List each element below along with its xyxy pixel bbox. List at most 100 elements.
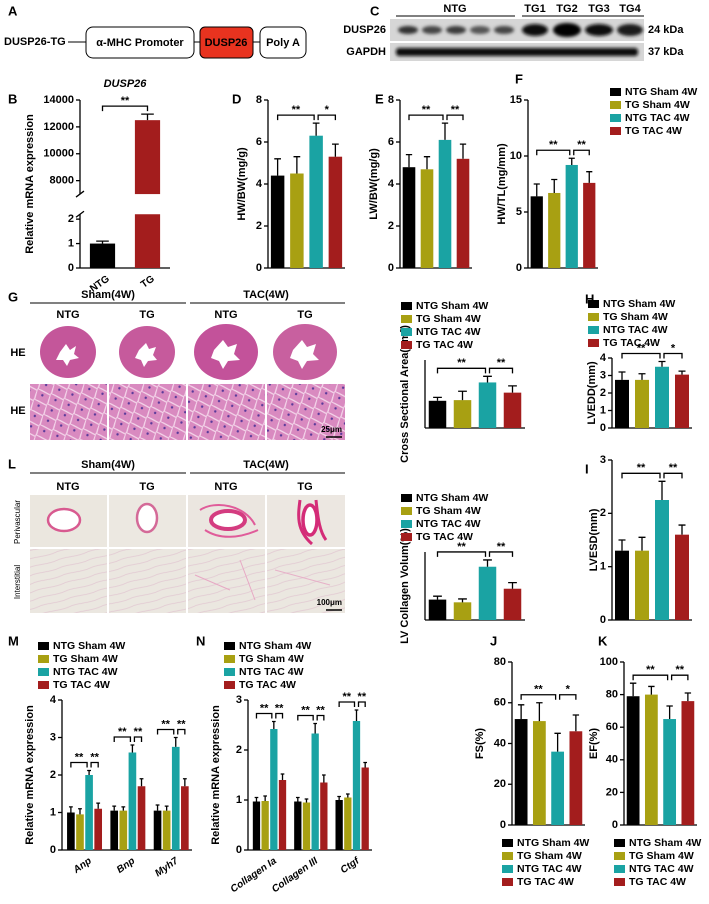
y-tick-label: 4 (600, 352, 607, 364)
legend-swatch (401, 315, 412, 323)
y-tick-label: 80 (494, 656, 506, 668)
panel-label: D (232, 91, 241, 106)
x-tick-label: Ctgf (339, 855, 363, 876)
error-bar (533, 183, 540, 197)
significance-label: ** (422, 104, 431, 116)
panel-label: H (585, 291, 594, 306)
significance-bracket (621, 352, 661, 359)
significance-label: ** (534, 684, 543, 696)
bar (270, 729, 278, 850)
significance-bracket (316, 714, 325, 721)
bar (532, 721, 546, 825)
y-tick-label: 2 (68, 213, 74, 225)
y-tick-label: 40 (494, 737, 506, 749)
bar (503, 588, 522, 620)
legend-label: NTG TAC 4W (416, 326, 481, 338)
panel-label: G (8, 289, 18, 304)
y-tick-label: 6 (256, 136, 262, 148)
significance-label: ** (637, 342, 646, 354)
blot-row-name: DUSP26 (343, 24, 386, 36)
legend-swatch (401, 341, 412, 349)
legend-label: NTG Sham 4W (629, 837, 701, 849)
bar (252, 801, 261, 850)
bar (569, 731, 583, 825)
y-tick-label: 2 (236, 744, 242, 756)
bar (94, 808, 103, 850)
y-tick-label: 4 (388, 178, 395, 190)
significance-bracket (670, 674, 689, 681)
error-bar (164, 805, 169, 811)
significance-label: ** (90, 751, 99, 763)
legend-label: NTG TAC 4W (517, 863, 582, 875)
y-tick-label: 2 (388, 220, 394, 232)
legend-label: NTG TAC 4W (53, 666, 118, 678)
bar (635, 550, 649, 620)
y-tick-label: 1 (50, 806, 56, 818)
significance-bracket (177, 728, 186, 735)
legend-swatch (38, 655, 49, 663)
condition: TAC(4W) (243, 289, 289, 301)
error-bar (155, 804, 160, 811)
legend-swatch (610, 114, 621, 122)
he-tile (188, 384, 265, 440)
significance-bracket (101, 105, 149, 112)
bar (453, 400, 472, 428)
significance-label: ** (669, 462, 678, 474)
significance-bracket (663, 472, 683, 479)
legend-swatch (38, 668, 49, 676)
bar (171, 746, 180, 850)
bar (478, 382, 497, 428)
construct-element: α-MHC Promoter (96, 37, 184, 49)
legend-label: TG TAC 4W (239, 679, 296, 691)
legend-label: TG Sham 4W (629, 850, 694, 862)
bar (583, 182, 596, 268)
significance-bracket (317, 114, 337, 121)
bar (270, 175, 285, 268)
bar (551, 751, 565, 825)
significance-label: ** (343, 691, 352, 703)
significance-label: ** (75, 751, 84, 763)
bar (294, 801, 302, 850)
y-tick-label: 8000 (50, 175, 74, 187)
bar (615, 550, 629, 620)
y-tick-label: 8 (256, 94, 262, 106)
significance-bracket (297, 714, 314, 721)
condition: Sham(4W) (81, 289, 135, 301)
lane-group: TG4 (619, 3, 641, 15)
y-tick-label: 2 (600, 387, 606, 399)
bar (644, 694, 658, 825)
legend-label: TG Sham 4W (603, 311, 668, 323)
panel-label: B (8, 91, 17, 106)
y-tick-label: 40 (606, 754, 618, 766)
legend-swatch (401, 507, 412, 515)
lane-group: TG2 (556, 3, 577, 15)
y-tick-label: 0 (500, 819, 506, 831)
error-bar (405, 153, 413, 168)
legend-swatch (401, 520, 412, 528)
panel-label: M (8, 633, 19, 648)
significance-label: ** (118, 726, 127, 738)
he-histology: G Sham(4W) TAC(4W) NTG TG NTG TG HE HE 2… (8, 289, 345, 440)
y-axis-label: Cross Sectional Area(μm²) (399, 325, 411, 463)
error-bar (173, 736, 178, 747)
error-bar (618, 371, 626, 380)
chart-title: DUSP26 (104, 78, 148, 90)
bar (162, 810, 171, 850)
bar (261, 801, 269, 850)
column-label: TG (297, 481, 312, 493)
legend-label: TG TAC 4W (416, 531, 473, 543)
significance-bracket (113, 736, 132, 742)
error-bar (568, 157, 575, 165)
legend-label: TG Sham 4W (517, 850, 582, 862)
y-axis-label: LVESD(mm) (588, 508, 600, 571)
he-tile (30, 384, 107, 440)
y-axis-label: HW/BW(mg/g) (236, 147, 248, 221)
error-bar (433, 595, 442, 600)
y-tick-label: 100 (600, 656, 618, 668)
panel-label: C (370, 3, 380, 18)
y-tick-label: 4 (256, 178, 263, 190)
error-bar (658, 480, 666, 500)
error-bar (312, 122, 320, 136)
significance-label: ** (646, 664, 655, 676)
